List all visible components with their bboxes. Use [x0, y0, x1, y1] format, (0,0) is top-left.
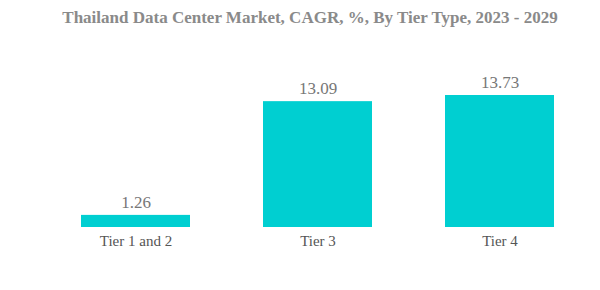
svg-text:Tier 1 and 2: Tier 1 and 2: [100, 233, 172, 249]
svg-text:1.26: 1.26: [121, 193, 151, 212]
svg-text:Tier 3: Tier 3: [300, 233, 336, 249]
svg-text:13.73: 13.73: [481, 73, 519, 92]
html-text:Thailand Data Center Market, C: Thailand Data Center Market, CAGR, %, By…: [62, 8, 558, 27]
svg-text:Tier 4: Tier 4: [482, 233, 518, 249]
svg-text:13.09: 13.09: [299, 79, 337, 98]
